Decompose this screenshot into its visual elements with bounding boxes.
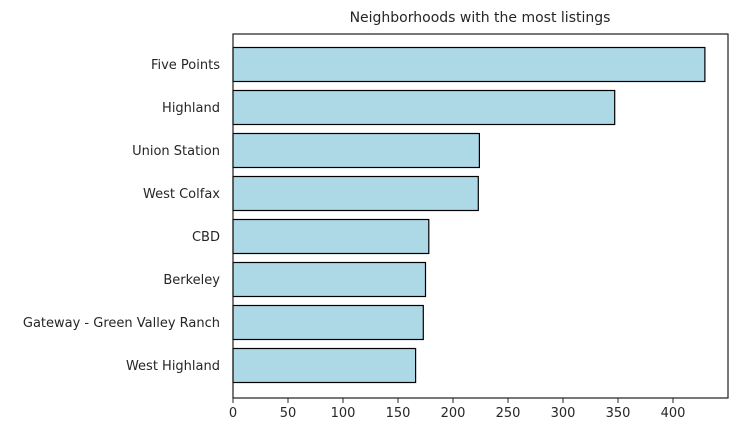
x-tick-label: 350	[606, 406, 631, 421]
bar-west-highland	[232, 347, 417, 384]
x-tick-label: 50	[280, 406, 297, 421]
bar-five-points	[232, 46, 706, 83]
x-tick-label: 100	[331, 406, 356, 421]
bar-cbd	[232, 218, 430, 255]
category-label: Berkeley	[163, 273, 220, 288]
bar-west-colfax	[232, 175, 479, 212]
bar-union-station	[232, 132, 480, 169]
plot-frame	[232, 33, 729, 399]
bar-highland	[232, 89, 616, 126]
bar-gateway-green-valley-ranch	[232, 304, 424, 341]
bar-berkeley	[232, 261, 427, 298]
x-axis: 0 50 100 150 200 250 300 350 400	[229, 398, 686, 421]
category-label: Gateway - Green Valley Ranch	[23, 316, 220, 331]
bars-layer	[232, 46, 706, 384]
category-label: West Colfax	[143, 187, 220, 202]
x-tick-label: 400	[661, 406, 686, 421]
x-tick-label: 200	[441, 406, 466, 421]
category-labels: Five Points Highland Union Station West Col…	[23, 58, 220, 374]
x-tick-label: 150	[386, 406, 411, 421]
category-label: Five Points	[151, 58, 220, 73]
chart-title: Neighborhoods with the most listings	[350, 10, 611, 26]
category-label: Highland	[162, 101, 220, 116]
category-label: CBD	[192, 230, 220, 245]
category-label: West Highland	[126, 359, 220, 374]
category-label: Union Station	[132, 144, 220, 159]
x-tick-label: 250	[496, 406, 521, 421]
x-tick-label: 300	[551, 406, 576, 421]
x-tick-label: 0	[229, 406, 237, 421]
